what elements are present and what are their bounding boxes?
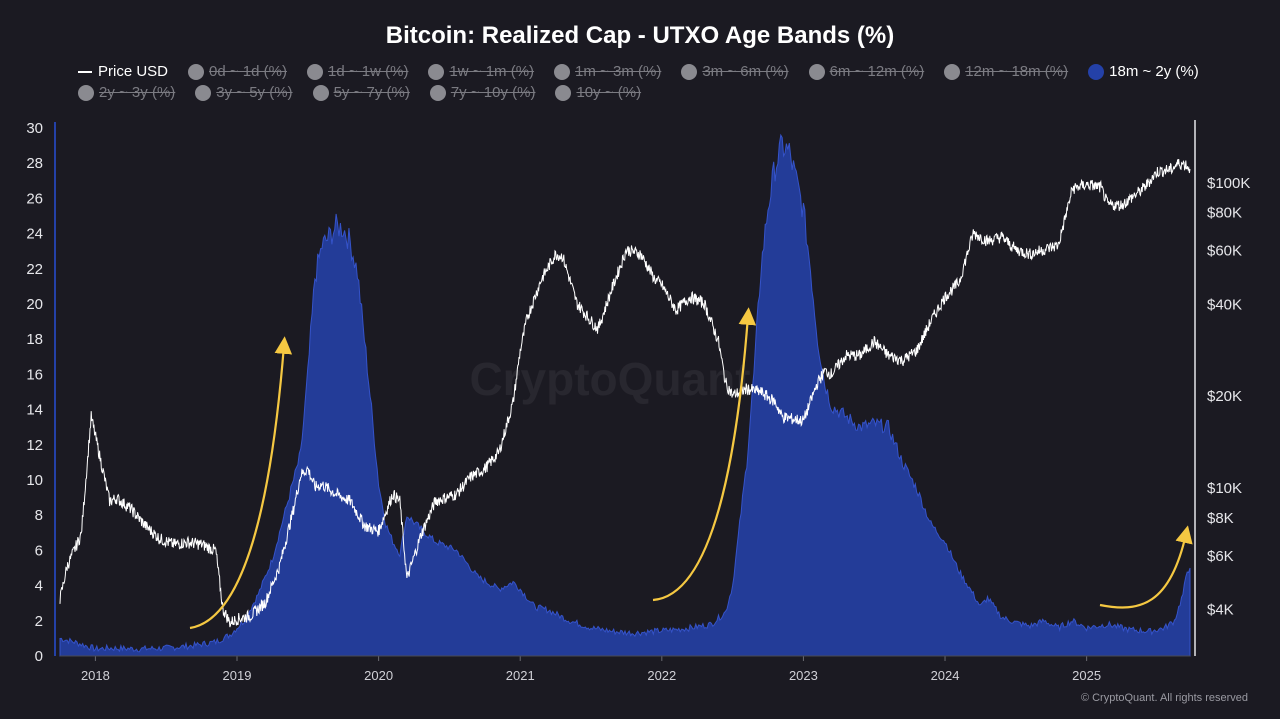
legend-item-5[interactable]: 3m ~ 6m (%) xyxy=(681,63,789,80)
legend-label: 5y ~ 7y (%) xyxy=(333,84,410,101)
y-right-tick-label: $80K xyxy=(1207,204,1242,221)
legend-dot-icon xyxy=(681,63,698,80)
legend-item-1[interactable]: 0d ~ 1d (%) xyxy=(188,63,287,80)
legend-line-icon xyxy=(78,70,92,73)
legend-item-10[interactable]: 3y ~ 5y (%) xyxy=(195,84,293,101)
legend-label: 3m ~ 6m (%) xyxy=(702,63,789,80)
annotation-arrow-2025 xyxy=(1099,525,1193,609)
y-left-tick-label: 6 xyxy=(35,542,43,559)
y-left-tick-label: 14 xyxy=(26,402,43,419)
y-left-tick-label: 16 xyxy=(26,366,43,383)
legend-label: 1m ~ 3m (%) xyxy=(575,63,662,80)
copyright-text: © CryptoQuant. All rights reserved xyxy=(1080,692,1248,704)
legend-item-3[interactable]: 1w ~ 1m (%) xyxy=(428,63,534,80)
x-tick-label: 2018 xyxy=(81,668,110,683)
legend-label: 2y ~ 3y (%) xyxy=(99,84,176,101)
legend-dot-icon xyxy=(78,84,94,101)
legend-label: 0d ~ 1d (%) xyxy=(209,63,287,80)
y-left-tick-label: 4 xyxy=(35,578,43,595)
legend-dot-icon xyxy=(555,84,572,101)
legend-item-13[interactable]: 10y ~ (%) xyxy=(555,84,641,101)
y-left-tick-label: 28 xyxy=(26,155,43,172)
legend-dot-icon xyxy=(808,63,825,80)
y-left-tick-label: 22 xyxy=(26,261,43,278)
legend-item-7[interactable]: 12m ~ 18m (%) xyxy=(944,63,1068,80)
legend-item-12[interactable]: 7y ~ 10y (%) xyxy=(429,84,536,101)
legend-item-4[interactable]: 1m ~ 3m (%) xyxy=(554,63,661,80)
y-right-tick-label: $60K xyxy=(1207,243,1242,260)
legend-label: 10y ~ (%) xyxy=(576,84,642,101)
legend-dot-icon xyxy=(1088,63,1105,80)
legend-item-9[interactable]: 2y ~ 3y (%) xyxy=(78,84,175,101)
legend-dot-icon xyxy=(429,84,446,101)
legend-dot-icon xyxy=(195,84,212,101)
legend-row-1: Price USD 0d ~ 1d (%) 1d ~ 1w (%) 1w ~ 1m (… xyxy=(78,63,1219,80)
annotation-arrow-2019 xyxy=(189,336,293,630)
legend-row-2: 2y ~ 3y (%) 3y ~ 5y (%) 5y ~ 7y (%) 7y ~ 10… xyxy=(78,84,661,101)
x-tick-label: 2023 xyxy=(789,668,818,683)
legend-dot-icon xyxy=(188,63,205,80)
chart-title: Bitcoin: Realized Cap - UTXO Age Bands (… xyxy=(385,22,895,49)
y-right-tick-label: $100K xyxy=(1207,175,1250,192)
legend-item-0[interactable]: Price USD xyxy=(78,63,168,80)
y-right-tick-label: $8K xyxy=(1207,510,1234,527)
x-tick-label: 2021 xyxy=(506,668,535,683)
x-tick-label: 2024 xyxy=(931,668,960,683)
legend-label: 6m ~ 12m (%) xyxy=(829,63,925,80)
y-left-tick-label: 30 xyxy=(26,120,43,137)
legend-dot-icon xyxy=(554,63,571,80)
x-tick-label: 2025 xyxy=(1072,668,1101,683)
legend-dot-icon xyxy=(312,84,329,101)
y-left-tick-label: 0 xyxy=(35,648,43,665)
y-left-tick-label: 12 xyxy=(26,437,43,454)
legend-dot-icon xyxy=(428,63,445,80)
x-tick-label: 2022 xyxy=(647,668,676,683)
y-right-tick-label: $10K xyxy=(1207,480,1242,497)
legend-item-8[interactable]: 18m ~ 2y (%) xyxy=(1088,63,1199,80)
annotation-arrows xyxy=(189,307,1193,630)
annotation-arrow-2022 xyxy=(652,307,757,602)
legend-label: 3y ~ 5y (%) xyxy=(216,84,293,101)
y-right-tick-label: $20K xyxy=(1207,388,1242,405)
legend-item-2[interactable]: 1d ~ 1w (%) xyxy=(306,63,409,80)
legend-item-11[interactable]: 5y ~ 7y (%) xyxy=(312,84,410,101)
y-left-tick-label: 24 xyxy=(26,226,43,243)
y-left-tick-label: 26 xyxy=(26,190,43,207)
legend-dot-icon xyxy=(944,63,961,80)
y-right-tick-label: $6K xyxy=(1207,548,1234,565)
legend-dot-icon xyxy=(306,63,323,80)
y-left-tick-label: 10 xyxy=(26,472,43,489)
x-tick-label: 2019 xyxy=(223,668,252,683)
y-left-tick-label: 20 xyxy=(26,296,43,313)
y-right-tick-label: $40K xyxy=(1207,296,1242,313)
y-left-tick-label: 8 xyxy=(35,507,43,524)
legend-label: 1d ~ 1w (%) xyxy=(327,63,409,80)
legend-label: 18m ~ 2y (%) xyxy=(1109,63,1199,80)
legend-label: Price USD xyxy=(98,63,169,80)
legend-item-6[interactable]: 6m ~ 12m (%) xyxy=(808,63,925,80)
watermark: CryptoQuant xyxy=(469,353,750,405)
legend-label: 1w ~ 1m (%) xyxy=(449,63,535,80)
y-left-tick-label: 2 xyxy=(35,613,43,630)
y-left-tick-label: 18 xyxy=(26,331,43,348)
legend-label: 7y ~ 10y (%) xyxy=(450,84,536,101)
legend-label: 12m ~ 18m (%) xyxy=(965,63,1069,80)
y-right-tick-label: $4K xyxy=(1207,602,1234,619)
price-line-series xyxy=(59,158,1191,628)
x-tick-label: 2020 xyxy=(364,668,393,683)
